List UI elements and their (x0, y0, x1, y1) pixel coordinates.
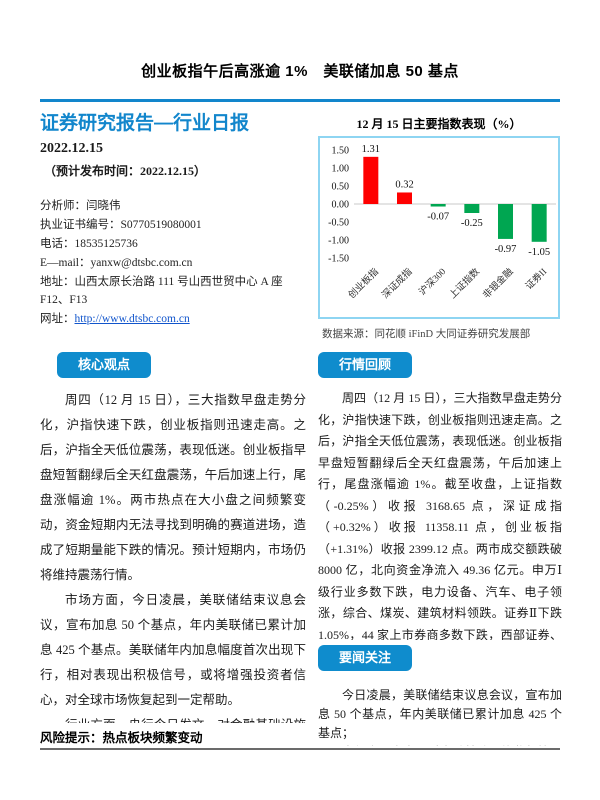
chart-bar (531, 204, 547, 242)
bar-value-label: -0.25 (461, 218, 483, 229)
core-paragraph-1: 周四（12 月 15 日），三大指数早盘走势分化，沪指快速下跌，创业板指则迅速走… (40, 393, 306, 582)
bar-value-label: -0.97 (495, 244, 517, 255)
core-view-body: 周四（12 月 15 日），三大指数早盘走势分化，沪指快速下跌，创业板指则迅速走… (40, 388, 306, 723)
license-number: 执业证书编号：S0770519080001 (40, 219, 202, 231)
news-paragraph-2: 央行今日发文，对金融基础设施监督管理总体制度框架进行了明确，健全了金融基础设施准… (318, 743, 562, 746)
chart-bar (464, 204, 480, 213)
y-axis-tick: 1.50 (332, 146, 350, 157)
bar-value-label: -1.05 (528, 247, 550, 258)
chart-bar (498, 204, 513, 239)
website-link[interactable]: http://www.dtsbc.com.cn (74, 313, 190, 325)
y-axis-tick: -1.50 (328, 254, 349, 265)
bar-value-label: -0.07 (427, 212, 449, 223)
chart-data-source: 数据来源：同花顺 iFinD 大同证券研究发展部 (322, 329, 531, 340)
x-axis-category-label: 上证指数 (447, 265, 483, 301)
x-axis-category-label: 创业板指 (346, 265, 382, 301)
x-axis-category-label: 沪深300 (416, 265, 448, 297)
top-divider (40, 99, 560, 102)
phone-number: 电话：18535125736 (40, 238, 138, 250)
y-axis-tick: 0.00 (332, 200, 350, 211)
x-axis-category-label: 非银金融 (480, 265, 516, 301)
y-axis-tick: 1.00 (332, 164, 350, 175)
chart-title: 12 月 15 日主要指数表现（%） (356, 117, 522, 131)
bar-value-label: 0.32 (395, 179, 413, 190)
expected-publish-time: （预计发布时间：2022.12.15） (44, 164, 207, 178)
market-review-body: 周四（12 月 15 日），三大指数早盘走势分化，沪指快速下跌，创业板指则迅速走… (318, 388, 562, 640)
website-row: 网址：http://www.dtsbc.com.cn (40, 310, 308, 328)
analyst-name: 分析师：闫晓伟 (40, 200, 121, 212)
section-badge-core-view: 核心观点 (57, 352, 151, 378)
review-paragraph-1: 周四（12 月 15 日），三大指数早盘走势分化，沪指快速下跌，创业板指则迅速走… (318, 391, 562, 640)
news-focus-body: 今日凌晨，美联储结束议息会议，宣布加息 50 个基点，年内美联储已累计加息 42… (318, 686, 562, 746)
report-title: 证券研究报告—行业日报 (40, 113, 250, 134)
x-axis-category-label: 证券II (523, 266, 549, 292)
risk-warning: 风险提示：热点板块频繁变动 (40, 731, 203, 745)
website-label: 网址： (40, 313, 75, 325)
y-axis-tick: -0.50 (328, 218, 349, 229)
bottom-divider (40, 748, 560, 750)
y-axis-tick: -1.00 (328, 236, 349, 247)
core-paragraph-2: 市场方面，今日凌晨，美联储结束议息会议，宣布加息 50 个基点，年内美联储已累计… (40, 593, 306, 707)
chart-bar (430, 204, 446, 207)
email-address: E—mail：yanxw@dtsbc.com.cn (40, 257, 193, 269)
report-date: 2022.12.15 (40, 141, 103, 156)
contact-block: 分析师：闫晓伟 执业证书编号：S0770519080001 电话：1853512… (40, 197, 308, 329)
chart-bar (363, 156, 379, 204)
y-axis-tick: 0.50 (332, 182, 350, 193)
bar-value-label: 1.31 (362, 144, 380, 155)
news-paragraph-1: 今日凌晨，美联储结束议息会议，宣布加息 50 个基点，年内美联储已累计加息 42… (318, 688, 562, 740)
section-badge-news-focus: 要闻关注 (318, 645, 412, 671)
core-paragraph-3: 行业方面，央行今日发文，对金融基础设施监督管理总体制度框架进行了明确，健全了金融… (40, 713, 306, 723)
bar-chart-svg: 1.50 1.00 0.50 0.00 -0.50 -1.00 -1.50 1.31 创业板指 0… (328, 144, 556, 301)
office-address: 地址：山西太原长治路 111 号山西世贸中心 A 座 F12、F13 (40, 276, 283, 306)
page-headline: 创业板指午后高涨逾 1% 美联储加息 50 基点 (141, 63, 459, 80)
chart-bar (397, 192, 412, 204)
x-axis-category-label: 深证成指 (379, 265, 415, 301)
section-badge-market-review: 行情回顾 (318, 352, 412, 378)
index-performance-chart: 1.50 1.00 0.50 0.00 -0.50 -1.00 -1.50 1.31 创业板指 0… (318, 136, 560, 319)
